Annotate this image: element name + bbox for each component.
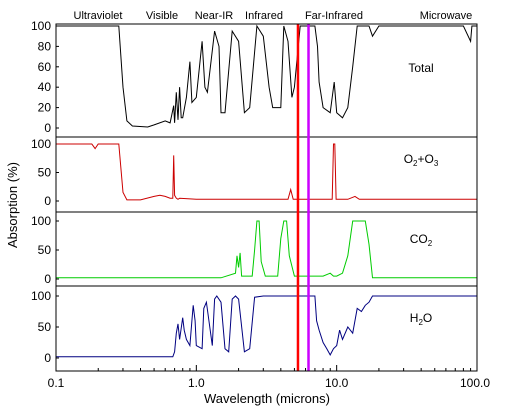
co2-ytick-label: 50	[38, 243, 52, 257]
total-panel-label: Total	[408, 61, 433, 75]
band-label: Infrared	[245, 10, 283, 22]
x-axis-title: Wavelength (microns)	[204, 391, 330, 406]
total-ytick-label: 0	[44, 121, 51, 135]
co2-ytick-label: 100	[31, 214, 51, 228]
h2o-panel-label: H2​O	[410, 311, 432, 327]
h2o-ytick-label: 100	[31, 289, 51, 303]
y-axis-title: Absorption (%)	[5, 162, 20, 248]
x-tick-label: 1.0	[188, 376, 205, 390]
band-label: Ultraviolet	[74, 10, 123, 22]
band-label: Far-Infrared	[305, 10, 363, 22]
o2-o3-ytick-label: 100	[31, 137, 51, 151]
total-ytick-label: 20	[38, 101, 52, 115]
band-label: Near-IR	[195, 10, 234, 22]
h2o-series-line	[56, 295, 477, 358]
x-tick-label: 0.1	[48, 376, 65, 390]
x-tick-label: 100.0	[460, 376, 490, 390]
h2o-ytick-label: 50	[38, 320, 52, 334]
total-ytick-label: 100	[31, 19, 51, 33]
total-ytick-label: 40	[38, 80, 52, 94]
band-label: Visible	[146, 10, 178, 22]
o2-o3-series-line	[56, 143, 477, 201]
co2-series-line	[56, 220, 477, 279]
o2-o3-panel-label: O2​+O3​	[404, 152, 439, 168]
h2o-ytick-label: 0	[44, 351, 51, 365]
o2-o3-ytick-label: 0	[44, 194, 51, 208]
total-series-line	[56, 24, 477, 128]
total-ytick-label: 60	[38, 60, 52, 74]
band-label: Microwave	[420, 10, 473, 22]
plot-frame	[55, 23, 478, 372]
x-tick-label: 10.0	[325, 376, 349, 390]
co2-panel-label: CO2​	[410, 232, 433, 248]
co2-ytick-label: 0	[44, 272, 51, 286]
total-ytick-label: 80	[38, 39, 52, 53]
o2-o3-ytick-label: 50	[38, 166, 52, 180]
